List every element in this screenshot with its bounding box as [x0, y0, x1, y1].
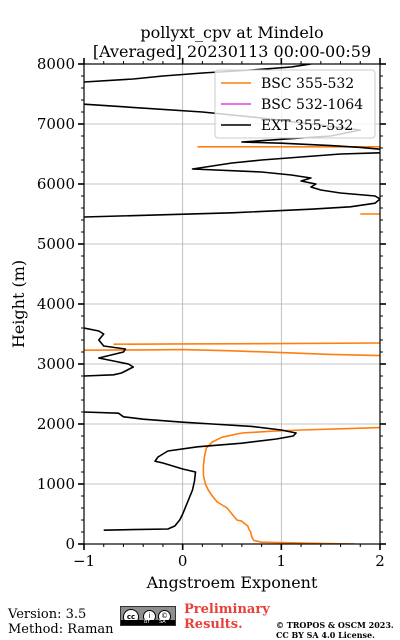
legend: BSC 355-532 BSC 532-1064 EXT 355-532 — [214, 69, 376, 139]
legend-label-bsc-532-1064: BSC 532-1064 — [261, 97, 363, 113]
x-tick-label: 2 — [375, 552, 385, 570]
chart-title-line2: [Averaged] 20230113 00:00-00:59 — [93, 42, 371, 61]
legend-label-ext-355-532: EXT 355-532 — [261, 118, 353, 134]
series-line-0-seg-0 — [202, 426, 380, 544]
x-axis-label: Angstroem Exponent — [146, 573, 318, 592]
copyright-text: © TROPOS & OSCM 2023. CC BY SA 4.0 Licen… — [276, 620, 394, 640]
series-line-0-seg-1 — [84, 348, 380, 357]
y-tick-label: 5000 — [37, 235, 75, 253]
y-tick-label: 2000 — [37, 415, 75, 433]
x-tick-label: 1 — [277, 552, 287, 570]
y-tick-label: 1000 — [37, 475, 75, 493]
series-line-0-seg-2 — [113, 342, 380, 345]
legend-label-bsc-355-532: BSC 355-532 — [261, 76, 354, 92]
x-tick-label: 0 — [178, 552, 188, 570]
y-tick-label: 0 — [65, 535, 75, 553]
y-tick-label: 8000 — [37, 55, 75, 73]
series-line-2-seg-0 — [84, 411, 297, 531]
version-text: Version: 3.5 — [8, 607, 87, 622]
chart-title-line1: pollyxt_cpv at Mindelo — [140, 23, 323, 42]
y-tick-label: 6000 — [37, 175, 75, 193]
method-text: Method: Raman — [8, 622, 114, 637]
series-line-2-seg-2 — [84, 152, 380, 218]
y-axis-label: Height (m) — [9, 260, 28, 348]
series-line-2-seg-4 — [84, 64, 312, 83]
cc-license-badge: cc i © BY SA — [120, 606, 176, 626]
preliminary-line1: Preliminary — [184, 602, 270, 617]
preliminary-results-text: Preliminary Results. — [184, 602, 270, 632]
preliminary-line2: Results. — [184, 617, 243, 632]
series-line-2-seg-1 — [84, 327, 135, 377]
legend-box — [214, 69, 376, 139]
cc-license-strip: BY SA — [121, 619, 175, 625]
axis-ticks — [78, 58, 386, 550]
by-strip-text: BY — [144, 619, 151, 625]
y-tick-label: 7000 — [37, 115, 75, 133]
y-tick-label: 4000 — [37, 295, 75, 313]
x-tick-label: −1 — [73, 552, 95, 570]
sa-strip-text: SA — [159, 619, 166, 625]
copyright-line1: © TROPOS & OSCM 2023. — [276, 620, 394, 630]
y-tick-label: 3000 — [37, 355, 75, 373]
copyright-line2: CC BY SA 4.0 License. — [276, 630, 375, 640]
